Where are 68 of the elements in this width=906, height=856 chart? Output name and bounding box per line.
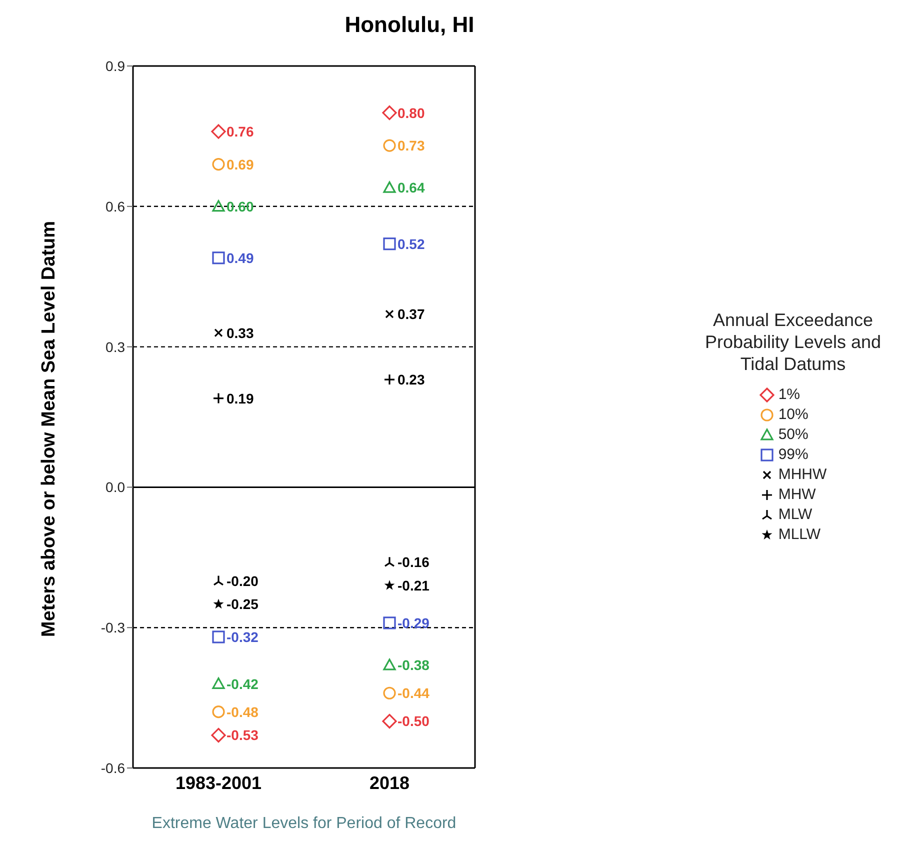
point: [213, 598, 224, 609]
x-axis-title: Extreme Water Levels for Period of Record: [152, 815, 456, 832]
data-label: -0.38: [398, 657, 430, 674]
point: [383, 686, 396, 700]
y-tick-label: -0.6: [100, 760, 126, 776]
data-label: -0.50: [398, 713, 430, 730]
chart-title: Honolulu, HI: [344, 12, 476, 38]
x-tick-label: 2018: [369, 772, 410, 793]
y-axis-title: Meters above or below Mean Sea Level Datum: [38, 220, 60, 637]
point: [384, 580, 395, 590]
y-tick-label: 0.3: [106, 338, 126, 355]
data-label: 0.37: [398, 306, 425, 322]
data-label: -0.48: [226, 704, 259, 720]
point: [211, 728, 226, 743]
point: [212, 677, 225, 689]
data-label: -0.29: [398, 614, 430, 631]
y-tick-label: 0.0: [106, 479, 126, 496]
point: [384, 556, 395, 567]
legend-label: MHHW: [778, 466, 827, 483]
point: [211, 124, 226, 139]
point: [382, 714, 397, 728]
data-label: -0.16: [398, 554, 430, 570]
data-label: 0.19: [226, 390, 254, 406]
data-label: -0.21: [398, 577, 430, 594]
y-tick-label: 0.6: [106, 198, 126, 214]
legend-label: 10%: [778, 406, 808, 423]
legend-label: MLLW: [778, 526, 821, 543]
data-label: -0.42: [226, 676, 259, 692]
data-label: 0.52: [398, 236, 425, 252]
data-label: -0.25: [226, 596, 259, 612]
data-label: 0.60: [226, 198, 254, 214]
point: [382, 106, 397, 120]
point: [212, 200, 225, 212]
point: [213, 575, 224, 586]
legend-title: Annual Exceedance Probability Levels and Tidal Datums: [704, 308, 882, 374]
point: [383, 658, 396, 670]
y-tick-label: -0.3: [100, 620, 126, 636]
data-label: 0.69: [226, 156, 254, 172]
point: [214, 328, 223, 338]
point: [383, 238, 396, 250]
point: [212, 252, 225, 264]
point: [385, 310, 394, 318]
legend-label: 50%: [778, 426, 808, 443]
legend-label: 99%: [778, 446, 808, 463]
point: [212, 392, 224, 404]
data-label: 0.80: [398, 104, 425, 121]
data-label: 0.33: [226, 324, 254, 341]
data-label: 0.23: [398, 372, 425, 388]
y-tick-label: 0.9: [106, 58, 126, 74]
data-label: -0.20: [226, 572, 259, 589]
point: [384, 374, 396, 386]
point: [383, 616, 396, 630]
point: [212, 630, 225, 644]
x-tick-label: 1983-2001: [175, 772, 262, 793]
data-label: 0.49: [226, 250, 254, 266]
data-label: 0.73: [398, 138, 425, 154]
point: [383, 181, 396, 193]
point: [212, 706, 225, 718]
data-label: -0.32: [226, 628, 259, 645]
data-label: -0.44: [398, 685, 430, 702]
point: [383, 139, 396, 152]
legend-label: MLW: [778, 506, 812, 523]
legend-label: 1%: [778, 386, 800, 403]
data-label: 0.76: [226, 124, 254, 140]
legend-label: MHW: [778, 486, 816, 503]
data-label: 0.64: [398, 180, 425, 196]
point: [212, 158, 225, 171]
data-label: -0.53: [226, 727, 259, 744]
